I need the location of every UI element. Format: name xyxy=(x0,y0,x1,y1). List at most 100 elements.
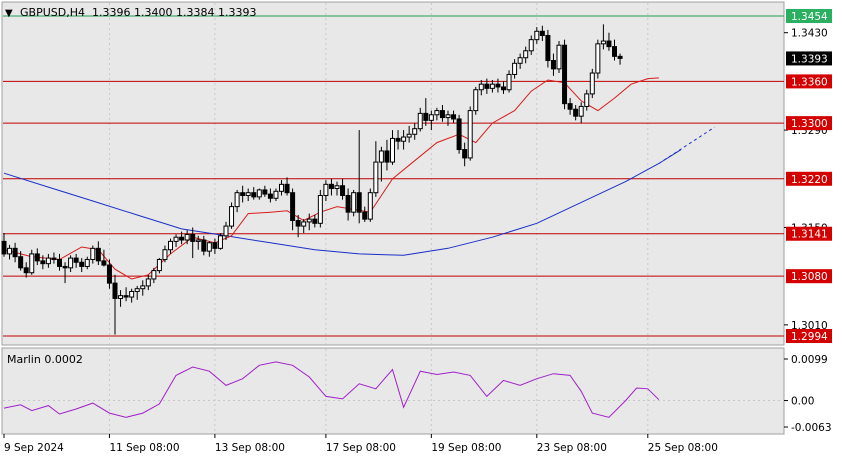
candle[interactable] xyxy=(501,81,506,94)
candle[interactable] xyxy=(284,177,290,196)
candle[interactable] xyxy=(467,106,473,161)
candle[interactable] xyxy=(578,102,584,124)
candle[interactable] xyxy=(29,249,35,275)
price-pane[interactable] xyxy=(1,1,785,346)
candle[interactable] xyxy=(317,189,323,228)
candle[interactable] xyxy=(101,249,107,267)
candle[interactable] xyxy=(106,259,112,289)
candle[interactable] xyxy=(256,188,262,200)
candle[interactable] xyxy=(345,188,351,221)
candle[interactable] xyxy=(534,27,540,44)
candle[interactable] xyxy=(312,214,318,228)
candle[interactable] xyxy=(334,181,340,196)
candle[interactable] xyxy=(195,235,201,250)
candle[interactable] xyxy=(323,180,329,202)
candle[interactable] xyxy=(140,280,146,296)
candle[interactable] xyxy=(151,267,157,284)
candle[interactable] xyxy=(351,189,357,217)
candle[interactable] xyxy=(18,251,24,271)
candle[interactable] xyxy=(267,188,273,203)
candle[interactable] xyxy=(462,142,468,167)
candle[interactable] xyxy=(68,255,74,272)
candle[interactable] xyxy=(295,214,301,238)
candle[interactable] xyxy=(279,180,284,196)
candle[interactable] xyxy=(600,24,606,50)
candle[interactable] xyxy=(45,253,51,268)
candle[interactable] xyxy=(156,258,162,274)
candle[interactable] xyxy=(390,130,395,165)
candle[interactable] xyxy=(129,288,135,303)
candle[interactable] xyxy=(173,234,179,247)
candle[interactable] xyxy=(495,78,501,93)
candle[interactable] xyxy=(423,98,429,126)
candle[interactable] xyxy=(201,235,207,256)
candle[interactable] xyxy=(456,114,462,154)
oscillator-line[interactable] xyxy=(3,361,660,418)
candle[interactable] xyxy=(451,110,457,124)
candle[interactable] xyxy=(567,98,573,115)
candle[interactable] xyxy=(395,130,401,150)
candle[interactable] xyxy=(362,206,368,222)
candle[interactable] xyxy=(489,80,495,93)
candle[interactable] xyxy=(51,252,57,264)
candle[interactable] xyxy=(539,25,545,42)
candle[interactable] xyxy=(168,238,173,254)
candle[interactable] xyxy=(240,185,246,203)
candle[interactable] xyxy=(473,86,479,115)
candle[interactable] xyxy=(328,178,334,196)
candle[interactable] xyxy=(484,78,490,94)
candle[interactable] xyxy=(90,245,96,264)
candle[interactable] xyxy=(528,35,534,55)
candle[interactable] xyxy=(212,238,218,254)
candle[interactable] xyxy=(23,262,29,278)
candle[interactable] xyxy=(217,233,223,250)
candle[interactable] xyxy=(412,123,418,140)
candle[interactable] xyxy=(123,287,129,302)
candle[interactable] xyxy=(134,285,140,300)
candle[interactable] xyxy=(184,230,190,245)
candle[interactable] xyxy=(251,187,257,200)
candle[interactable] xyxy=(73,253,79,268)
candle[interactable] xyxy=(306,213,312,231)
fast-ma-line[interactable] xyxy=(3,77,659,280)
candle[interactable] xyxy=(290,188,296,231)
candle[interactable] xyxy=(384,139,390,171)
oscillator-pane[interactable] xyxy=(1,347,785,435)
candle[interactable] xyxy=(562,39,568,110)
candle[interactable] xyxy=(118,290,124,307)
candle[interactable] xyxy=(356,130,362,224)
candle[interactable] xyxy=(523,46,529,64)
candle[interactable] xyxy=(262,185,268,197)
candle[interactable] xyxy=(62,262,68,284)
candle[interactable] xyxy=(545,29,551,68)
candle[interactable] xyxy=(162,245,168,263)
candle[interactable] xyxy=(595,39,601,79)
candle[interactable] xyxy=(417,107,423,132)
slow-ma-projection[interactable] xyxy=(658,126,715,164)
candle[interactable] xyxy=(517,53,523,69)
candle[interactable] xyxy=(7,244,13,260)
candle[interactable] xyxy=(612,39,617,61)
candle[interactable] xyxy=(179,231,185,245)
candle[interactable] xyxy=(589,68,595,99)
candle[interactable] xyxy=(584,89,590,111)
candle[interactable] xyxy=(223,221,229,240)
candle[interactable] xyxy=(112,274,118,335)
candle[interactable] xyxy=(367,188,373,222)
candle[interactable] xyxy=(406,125,412,143)
candle[interactable] xyxy=(606,32,612,51)
candle[interactable] xyxy=(12,242,18,263)
candle[interactable] xyxy=(573,105,579,121)
candle[interactable] xyxy=(373,141,379,197)
candle[interactable] xyxy=(34,248,40,266)
candle[interactable] xyxy=(245,188,251,202)
candle[interactable] xyxy=(273,188,279,202)
candle[interactable] xyxy=(1,233,7,257)
candle[interactable] xyxy=(434,107,440,121)
slow-ma-line[interactable] xyxy=(3,149,682,256)
candle[interactable] xyxy=(556,41,562,74)
candle[interactable] xyxy=(234,189,240,213)
candle[interactable] xyxy=(95,241,101,266)
candle[interactable] xyxy=(79,258,85,272)
candle[interactable] xyxy=(550,53,556,76)
